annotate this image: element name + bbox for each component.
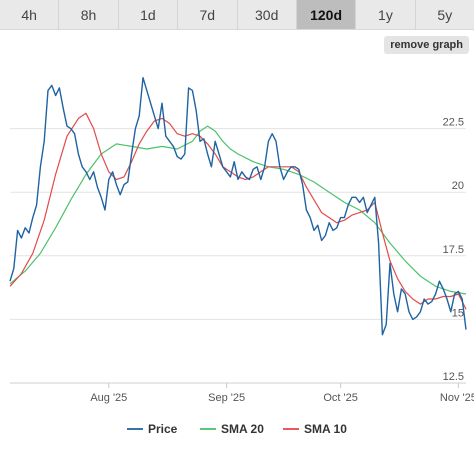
legend: Price SMA 20 SMA 10 [127,422,347,436]
series-line-price [9,77,467,336]
y-tick-label: 15 [452,307,464,319]
x-tick-label: Sep '25 [208,392,245,404]
tab-8h[interactable]: 8h [59,0,119,30]
tab-30d[interactable]: 30d [237,0,297,30]
x-tick-label: Oct '25 [323,392,358,404]
legend-label: Price [148,422,178,436]
x-tick-label: Nov '25 [440,392,474,404]
y-tick-label: 12.5 [443,371,464,383]
tab-4h[interactable]: 4h [0,0,60,30]
y-tick-label: 17.5 [443,244,464,256]
tab-7d[interactable]: 7d [178,0,238,30]
x-axis-ticks: Aug '25 Sep '25 Oct '25 Nov '25 [90,383,474,404]
remove-graph-button[interactable]: remove graph [384,36,469,54]
x-tick-label: Aug '25 [90,392,127,404]
grid-lines [10,128,466,384]
series-line-sma-10 [9,112,467,310]
tab-1d[interactable]: 1d [118,0,179,30]
timeframe-tabs: 4h 8h 1d 7d 30d 120d 1y 5y [0,0,474,30]
legend-label: SMA 20 [221,422,264,436]
tab-1y[interactable]: 1y [356,0,416,30]
y-axis-ticks: 12.5 15 17.5 20 22.5 [443,117,464,383]
y-tick-label: 22.5 [443,117,464,129]
series-lines [9,77,467,336]
tab-120d[interactable]: 120d [296,0,357,30]
tab-5y[interactable]: 5y [415,0,474,30]
y-tick-label: 20 [452,180,464,192]
legend-label: SMA 10 [304,422,347,436]
